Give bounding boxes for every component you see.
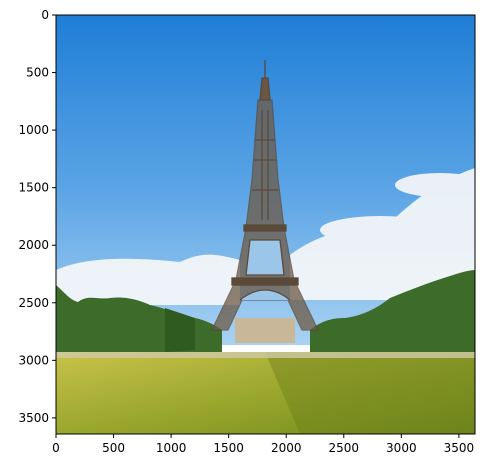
y-tick-label: 1500 <box>18 181 49 195</box>
y-tick-label: 3000 <box>18 353 49 367</box>
y-tick-label: 2000 <box>18 238 49 252</box>
lawn-shadow <box>265 352 475 434</box>
eiffel-tower <box>210 60 320 331</box>
buildings <box>235 318 295 343</box>
lawn <box>56 352 475 434</box>
path <box>56 352 475 358</box>
y-tick-label: 500 <box>26 66 49 80</box>
photo <box>56 15 475 434</box>
x-tick-label: 1500 <box>213 441 244 455</box>
x-tick-label: 500 <box>102 441 125 455</box>
x-tick-label: 2500 <box>329 441 360 455</box>
x-tick-label: 2000 <box>271 441 302 455</box>
x-axis: 0 500 1000 1500 2000 2500 3000 3500 <box>52 434 474 455</box>
y-tick-label: 2500 <box>18 296 49 310</box>
y-tick-label: 0 <box>41 8 49 22</box>
x-tick-label: 0 <box>52 441 60 455</box>
trees-right <box>310 270 475 358</box>
x-tick-label: 1000 <box>156 441 187 455</box>
axes-frame <box>55 14 476 435</box>
x-tick-label: 3500 <box>444 441 475 455</box>
x-tick-label: 3000 <box>386 441 417 455</box>
clouds <box>56 168 475 305</box>
trees-left <box>56 285 222 362</box>
y-tick-label: 1000 <box>18 123 49 137</box>
y-axis: 0 500 1000 1500 2000 2500 3000 3500 <box>18 8 56 425</box>
y-tick-label: 3500 <box>18 411 49 425</box>
